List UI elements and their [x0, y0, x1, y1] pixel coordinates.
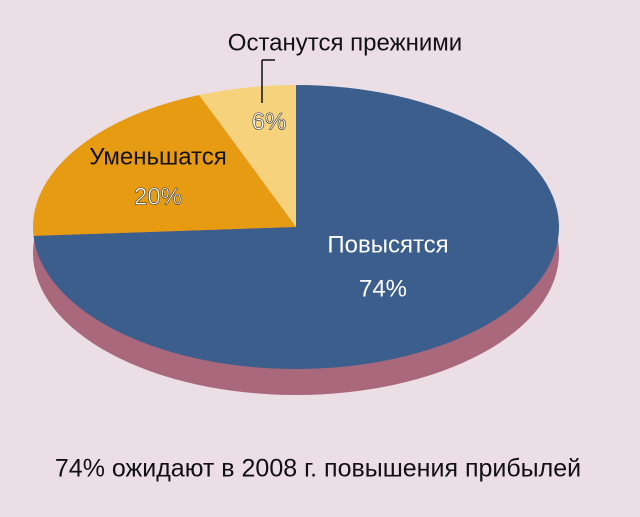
value-label: 6% — [252, 108, 287, 135]
slice-label: Останутся прежними — [228, 29, 462, 56]
chart-title: 74% ожидают в 2008 г. повышения прибылей — [55, 455, 581, 483]
pie-slice — [199, 85, 296, 227]
slice-label: Повысятся — [327, 231, 448, 258]
slice-label: Уменьшатся — [89, 143, 227, 170]
pie-slice — [33, 85, 559, 370]
value-label: 20% — [134, 183, 182, 210]
pie-slice — [32, 94, 296, 236]
value-label: 74% — [359, 275, 407, 302]
